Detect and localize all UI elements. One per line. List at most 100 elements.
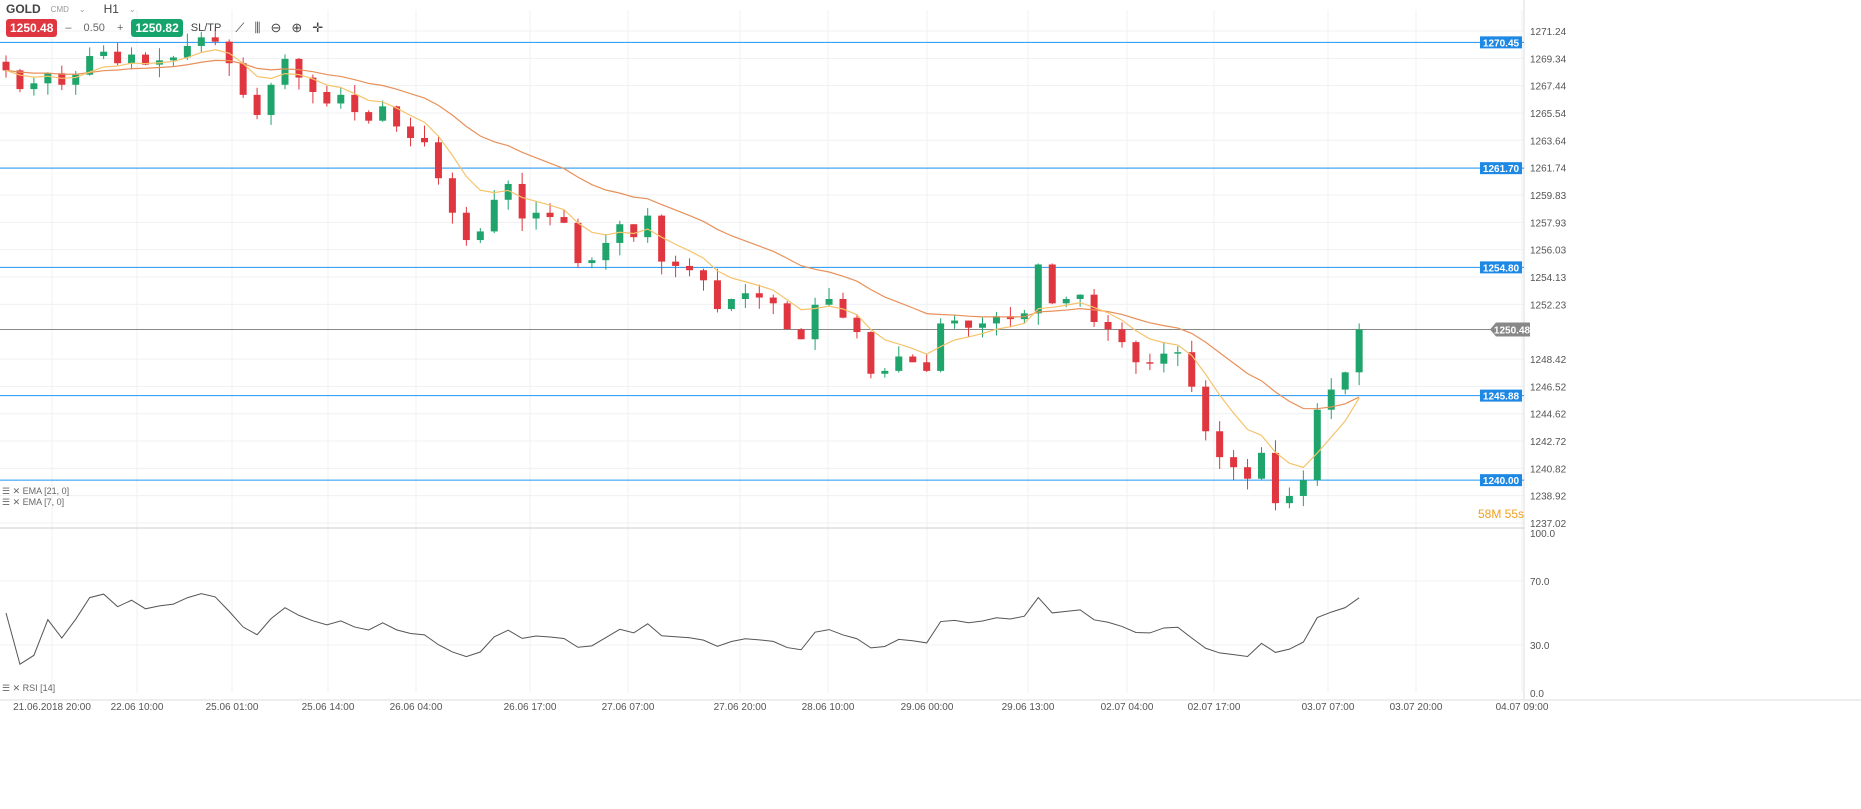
price-level-tag (1480, 474, 1522, 487)
zoom-out-icon[interactable]: ⊖ (270, 20, 282, 35)
symbol[interactable]: GOLD (6, 2, 41, 16)
candle-body (365, 112, 373, 121)
candle-body (253, 94, 261, 115)
y-tick-label: 1261.74 (1530, 164, 1567, 175)
candles-icon[interactable]: ⫼ (254, 20, 261, 35)
candle-body (1188, 352, 1196, 387)
candle-body (462, 212, 470, 241)
candle-body (2, 61, 10, 71)
candle-body (16, 70, 24, 90)
y-tick-label: 1269.34 (1530, 54, 1567, 65)
zoom-in-icon[interactable]: ⊕ (291, 20, 303, 35)
line-chart-icon[interactable]: ⟋ (235, 20, 245, 35)
candle-body (267, 84, 275, 115)
x-tick-label: 27.06 07:00 (602, 702, 655, 713)
candle-body (895, 356, 903, 371)
candle-body (337, 94, 345, 104)
candle-body (965, 320, 973, 328)
x-tick-label: 26.06 04:00 (390, 702, 443, 713)
current-price-tag (1490, 322, 1530, 337)
chevron-down-icon[interactable]: ⌄ (128, 4, 136, 14)
x-tick-label: 03.07 07:00 (1302, 702, 1355, 713)
x-tick-label: 28.06 10:00 (802, 702, 855, 713)
price-level-label: 1261.70 (1483, 164, 1520, 175)
indicator-ema7[interactable]: ☰ ✕ EMA [7, 0] (2, 497, 65, 507)
x-tick-label: 26.06 17:00 (504, 702, 557, 713)
indicator-rsi[interactable]: ☰ ✕ RSI [14] (2, 683, 56, 693)
candle-body (672, 261, 680, 266)
toolbar: GOLD CMD ⌄ H1 ⌄ 1250.48 – 0.50 + 1250.82… (6, 2, 323, 37)
candle-body (797, 329, 805, 340)
y-tick-label: 1237.02 (1530, 519, 1567, 530)
candle-body (1341, 372, 1349, 390)
candle-body (518, 183, 526, 219)
y-tick-label: 1256.03 (1530, 246, 1567, 257)
x-tick-label: 04.07 09:00 (1496, 702, 1549, 713)
candle-body (811, 304, 819, 340)
candle-body (867, 332, 875, 374)
candle-body (1271, 452, 1279, 504)
lot-decrease[interactable]: – (65, 22, 72, 34)
price-level-tag (1480, 162, 1522, 175)
sltp-button[interactable]: SL/TP (190, 22, 222, 34)
y-tick-label: 1265.54 (1530, 109, 1567, 120)
candle-body (239, 63, 247, 95)
candle-body (142, 54, 149, 65)
x-tick-label: 29.06 00:00 (901, 702, 954, 713)
rsi-line (5, 593, 1360, 665)
buy-button[interactable]: 1250.82 (131, 19, 183, 37)
candle-body (769, 297, 777, 304)
candle-body (44, 73, 52, 84)
candle-body (1132, 342, 1140, 363)
candle-body (616, 224, 624, 243)
candle-body (546, 212, 554, 218)
x-tick-label: 25.06 14:00 (302, 702, 355, 713)
candle-body (434, 142, 442, 179)
candle-body (1258, 452, 1265, 479)
candle-body (100, 51, 108, 57)
y-tick-label: 1271.24 (1530, 27, 1567, 38)
candle-body (1299, 480, 1307, 496)
candle-body (839, 298, 847, 318)
candle-body (1062, 298, 1070, 304)
candle-body (169, 57, 177, 61)
candle-body (1355, 329, 1363, 373)
candle-body (1216, 431, 1224, 458)
ema21-label: EMA [21, 0] (22, 486, 70, 496)
candle-body (602, 242, 610, 261)
candle-body (1146, 362, 1154, 364)
candle-body (755, 293, 763, 298)
x-tick-label: 22.06 10:00 (111, 702, 164, 713)
crosshair-icon[interactable]: ✛ (312, 20, 324, 35)
candle-body (1202, 386, 1210, 432)
candle-body (1230, 457, 1238, 468)
price-level-tag (1480, 36, 1522, 49)
rsi-label: RSI [14] (22, 683, 56, 693)
chevron-down-icon[interactable]: ⌄ (78, 4, 86, 14)
candle-body (448, 178, 456, 213)
indicator-ema21[interactable]: ☰ ✕ EMA [21, 0] (2, 486, 70, 496)
lot-increase[interactable]: + (116, 22, 124, 34)
candle-body (1244, 467, 1252, 479)
sell-button[interactable]: 1250.48 (6, 19, 58, 37)
candle-body (323, 91, 331, 104)
candle-body (825, 298, 833, 305)
candle-body (727, 298, 735, 310)
candle-body (923, 362, 931, 371)
candle-body (504, 183, 512, 200)
lot-input[interactable]: 0.50 (83, 22, 105, 34)
candle-body (574, 222, 582, 264)
x-tick-label: 27.06 20:00 (714, 702, 767, 713)
timeframe[interactable]: H1 (103, 2, 119, 16)
candle-body (630, 224, 638, 238)
x-tick-label: 21.06.2018 20:00 (13, 702, 91, 713)
x-tick-label: 02.07 17:00 (1188, 702, 1241, 713)
candle-body (86, 56, 94, 75)
candle-body (1090, 294, 1098, 323)
candle-body (295, 58, 303, 78)
candle-body (476, 231, 484, 241)
price-level-label: 1245.88 (1483, 392, 1520, 403)
candle-body (407, 126, 415, 138)
x-tick-label: 29.06 13:00 (1002, 702, 1055, 713)
